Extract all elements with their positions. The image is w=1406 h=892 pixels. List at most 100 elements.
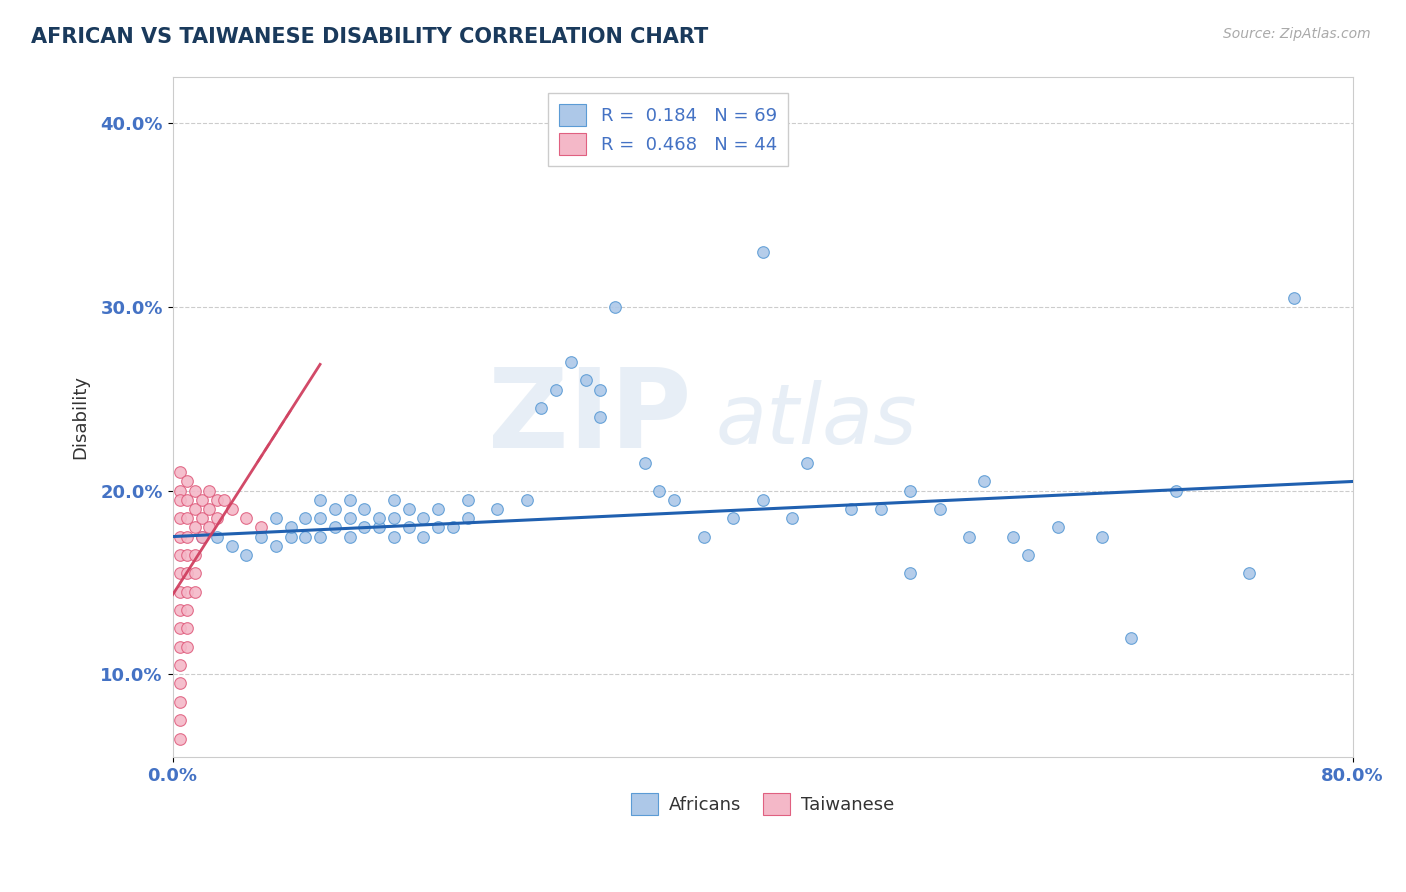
Point [191,530,214,544]
Point [169,695,191,709]
Point [560,355,582,369]
Point [839,502,862,516]
Point [398,502,420,516]
Point [169,584,191,599]
Point [780,511,803,525]
Legend: Africans, Taiwanese: Africans, Taiwanese [624,786,901,822]
Point [648,483,671,498]
Point [169,658,191,673]
Point [412,530,434,544]
Point [235,511,257,525]
Point [191,492,214,507]
Point [294,511,316,525]
Point [382,511,405,525]
Point [169,621,191,635]
Point [169,465,191,479]
Point [898,566,921,581]
Point [1046,520,1069,534]
Point [457,492,479,507]
Point [176,475,198,489]
Point [692,530,714,544]
Point [183,520,205,534]
Point [721,511,744,525]
Point [1282,291,1305,305]
Point [169,640,191,654]
Point [973,475,995,489]
Point [169,483,191,498]
Point [382,492,405,507]
Point [191,530,214,544]
Point [169,713,191,727]
Point [486,502,509,516]
Point [183,548,205,562]
Point [427,502,450,516]
Point [751,244,773,259]
Point [869,502,891,516]
Point [169,603,191,617]
Point [339,492,361,507]
Text: AFRICAN VS TAIWANESE DISABILITY CORRELATION CHART: AFRICAN VS TAIWANESE DISABILITY CORRELAT… [31,27,709,46]
Point [198,502,221,516]
Point [183,566,205,581]
Point [368,520,391,534]
Point [176,584,198,599]
Point [205,511,228,525]
Point [589,410,612,425]
Point [546,383,568,397]
Point [250,520,273,534]
Y-axis label: Disability: Disability [72,376,89,459]
Point [169,492,191,507]
Point [898,483,921,498]
Point [176,603,198,617]
Point [264,511,287,525]
Point [1091,530,1114,544]
Point [183,483,205,498]
Point [176,492,198,507]
Point [176,548,198,562]
Point [309,530,332,544]
Point [796,456,818,470]
Point [169,566,191,581]
Point [221,502,243,516]
Point [176,566,198,581]
Point [1164,483,1187,498]
Point [183,584,205,599]
Point [309,492,332,507]
Point [176,511,198,525]
Point [353,520,375,534]
Point [427,520,450,534]
Point [169,548,191,562]
Point [198,520,221,534]
Point [235,548,257,562]
Point [382,530,405,544]
Point [603,300,626,314]
Text: ZIP: ZIP [488,364,692,471]
Point [633,456,655,470]
Point [176,640,198,654]
Point [294,530,316,544]
Text: atlas: atlas [716,380,917,461]
Point [1121,631,1143,645]
Point [398,520,420,534]
Point [441,520,464,534]
Point [309,511,332,525]
Point [280,520,302,534]
Point [339,511,361,525]
Point [169,530,191,544]
Point [957,530,980,544]
Point [457,511,479,525]
Point [212,492,235,507]
Point [183,502,205,516]
Point [1002,530,1025,544]
Point [751,492,773,507]
Point [176,621,198,635]
Point [339,530,361,544]
Point [575,374,598,388]
Point [928,502,950,516]
Point [205,492,228,507]
Point [412,511,434,525]
Point [169,676,191,690]
Point [198,483,221,498]
Point [516,492,538,507]
Point [323,520,346,534]
